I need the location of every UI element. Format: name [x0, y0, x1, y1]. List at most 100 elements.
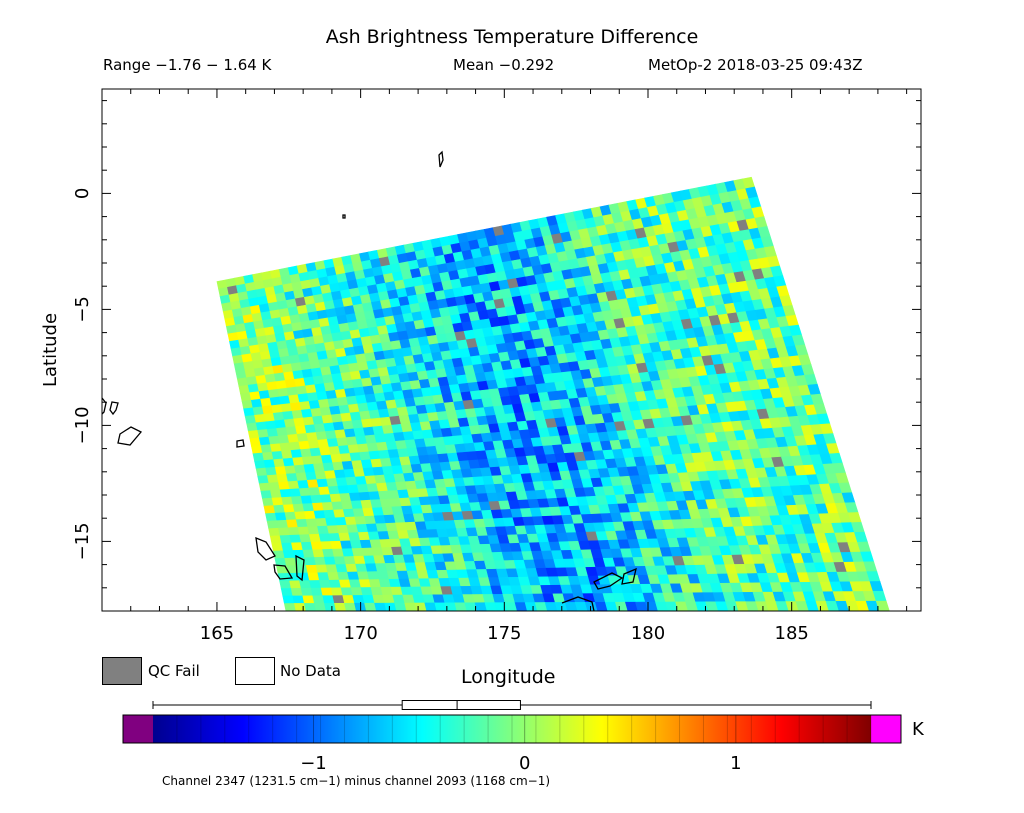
boxplot-box — [401, 700, 521, 710]
mean-text: Mean −0.292 — [453, 56, 555, 74]
colorbar-unit: K — [912, 719, 924, 740]
colorbar-ticks: −1 0 1 — [176, 715, 872, 774]
island-outline — [593, 572, 624, 590]
island-outline — [109, 401, 119, 416]
swath-pixel — [255, 467, 268, 477]
swath-pixel — [295, 565, 309, 574]
swath-pixel — [260, 490, 273, 500]
swath-pixel — [615, 601, 629, 611]
colorbar-over-swatch — [871, 715, 901, 743]
swath-pixel — [310, 587, 324, 597]
swath-pixel — [292, 595, 305, 604]
swath-pixel — [514, 602, 528, 611]
swath-pixel — [290, 587, 304, 597]
swath-pixel — [262, 451, 275, 461]
x-axis: 165 170 175 180 185 — [101, 89, 908, 644]
swath-pixel — [257, 429, 270, 439]
swath-pixel — [384, 602, 397, 611]
swath-pixel — [268, 527, 281, 537]
swath-pixel — [266, 474, 279, 484]
swath-pixel — [464, 602, 478, 611]
swath-pixel — [273, 504, 286, 514]
swath-pixel — [251, 445, 263, 455]
swath-pixel — [725, 601, 739, 611]
swath-pixel — [795, 601, 810, 611]
swath-pixel — [444, 602, 458, 611]
swath-pixel — [284, 511, 297, 521]
swath-pixel — [655, 601, 669, 611]
colorbar-under-swatch — [123, 715, 153, 743]
swath-pixel — [625, 601, 639, 611]
swath-pixel — [249, 437, 262, 447]
swath-pixel — [282, 595, 295, 604]
swath-pixel — [276, 519, 289, 529]
x-tick-label: 170 — [343, 623, 377, 644]
swath-pixel — [269, 535, 282, 544]
swath-pixel — [289, 534, 302, 544]
swath-pixel — [283, 603, 297, 611]
swath-pixel — [246, 422, 259, 432]
island-outline — [342, 214, 346, 219]
swath-pixel — [322, 595, 335, 604]
colorbar: −1 0 1 — [122, 700, 902, 774]
swath-pixel — [280, 588, 294, 597]
y-tick-label: −10 — [72, 406, 93, 444]
swath-pixel — [735, 601, 749, 611]
swath-pixel — [544, 602, 558, 611]
swath-pixel — [279, 535, 292, 544]
swath-pixel — [247, 430, 260, 440]
swath-pixel — [675, 601, 689, 611]
swath-pixel — [319, 579, 332, 589]
swath-pixel — [404, 602, 417, 611]
swath-pixel — [344, 602, 357, 611]
swath-pixel — [299, 534, 312, 543]
swath-pixel — [504, 602, 518, 611]
swath-pixel — [265, 466, 278, 476]
swath-pixel — [300, 587, 314, 597]
swath-pixel — [765, 601, 780, 611]
swath-pixel — [574, 602, 588, 611]
swath-pixel — [266, 520, 279, 529]
island-outline — [117, 426, 143, 446]
swath-pixel — [281, 496, 294, 506]
swath-pixel — [364, 602, 377, 611]
swath-pixel — [289, 580, 302, 589]
swath-pixel — [815, 601, 830, 611]
swath-pixel — [287, 527, 300, 536]
swath-pixel — [281, 542, 294, 552]
swath-pixel — [255, 421, 268, 431]
swath-pixel — [334, 602, 347, 611]
swath-pixel — [238, 384, 251, 395]
swath-pixel — [291, 542, 304, 551]
swath-pixel — [312, 595, 325, 604]
swath-pixel — [320, 587, 334, 597]
swath-pixel — [685, 601, 699, 611]
y-axis-label: Latitude — [40, 313, 61, 387]
swath-pixel — [299, 580, 312, 589]
island-outline — [236, 439, 245, 448]
swath-pixel — [865, 600, 880, 611]
y-tick-label: 0 — [72, 188, 93, 199]
swath-pixel — [645, 601, 659, 611]
swath-pixel — [258, 436, 271, 446]
swath-pixel — [286, 519, 299, 529]
colorbar-gradient — [153, 715, 871, 743]
swath-pixel — [263, 505, 276, 514]
swath-pixel — [257, 475, 270, 485]
swath-pixel — [665, 601, 679, 611]
swath-pixel — [635, 601, 649, 611]
swath-pixel — [775, 601, 790, 611]
island-outline — [102, 397, 107, 415]
swath-pixel — [314, 603, 327, 611]
swath-pixel — [297, 526, 310, 536]
swath-pixel — [302, 595, 315, 604]
x-tick-label: 165 — [200, 623, 234, 644]
data-swath — [216, 176, 890, 611]
island-outline — [273, 564, 294, 580]
swath-pixel — [270, 489, 283, 499]
swath-pixel — [258, 482, 271, 492]
swath-pixel — [454, 602, 468, 611]
y-tick-label: −15 — [72, 522, 93, 560]
swath-pixel — [474, 602, 488, 611]
swath-pixel — [424, 602, 438, 611]
